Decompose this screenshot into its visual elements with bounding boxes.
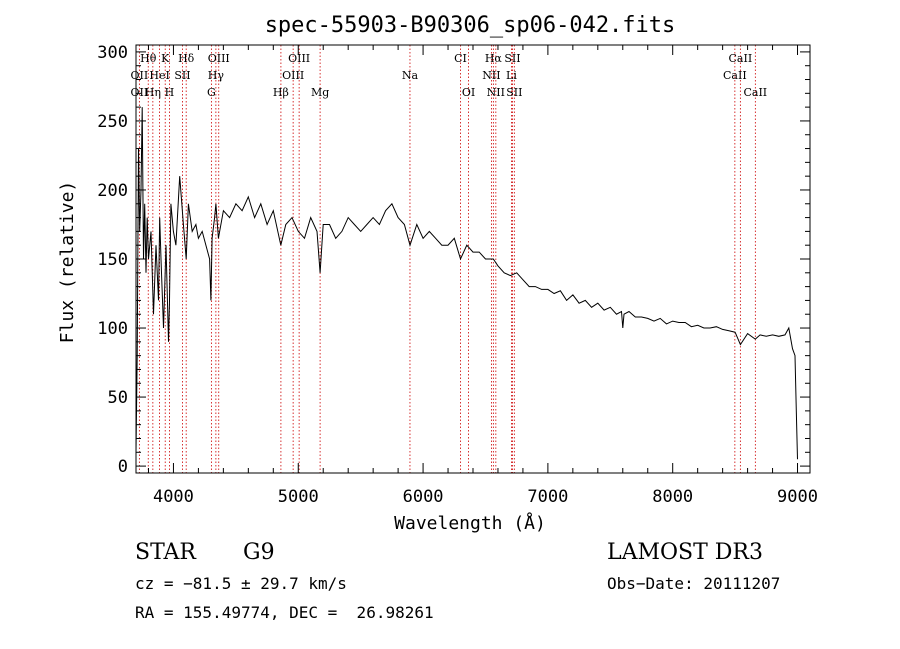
line-label-caii: CaII — [743, 86, 767, 99]
x-tick-label: 7000 — [527, 487, 568, 507]
line-label-oii: OII — [131, 86, 149, 99]
x-tick-label: 5000 — [278, 487, 319, 507]
x-tick-label: 6000 — [403, 487, 444, 507]
spectral-line-markers — [138, 45, 756, 473]
object-subclass: G9 — [243, 540, 275, 565]
line-label-mg: Mg — [311, 86, 329, 99]
line-label-oi: OI — [462, 86, 475, 99]
line-label-hα: Hα — [485, 52, 503, 65]
line-label-hei: HeI — [149, 69, 169, 82]
line-label-sii: SII — [174, 69, 190, 82]
y-tick-label: 200 — [97, 181, 128, 201]
line-label-hβ: Hβ — [273, 86, 289, 99]
line-label-na: Na — [402, 69, 419, 82]
line-label-caii: CaII — [723, 69, 747, 82]
y-tick-label: 250 — [97, 112, 128, 132]
x-tick-label: 4000 — [153, 487, 194, 507]
line-label-hδ: Hδ — [178, 52, 195, 65]
plot-frame — [135, 44, 811, 474]
y-tick-label: 300 — [97, 43, 128, 63]
line-label-oiii: OIII — [208, 52, 230, 65]
x-tick-label: 9000 — [777, 487, 818, 507]
y-axis: 0 50 100 150 200 250 300 — [97, 43, 810, 477]
obs-date-text: Obs−Date: 20111207 — [607, 574, 781, 593]
x-axis-label: Wavelength (Å) — [394, 512, 546, 534]
line-label-nii: NII — [482, 69, 500, 82]
line-label-caii: CaII — [729, 52, 753, 65]
line-label-h: H — [165, 86, 175, 99]
chart-title: spec-55903-B90306_sp06-042.fits — [265, 13, 676, 38]
line-label-oiii: OIII — [282, 69, 304, 82]
y-tick-label: 50 — [108, 388, 128, 408]
line-label-li: Li — [506, 69, 517, 82]
line-label-nii: NII — [487, 86, 505, 99]
coordinates-text: RA = 155.49774, DEC = 26.98261 — [135, 603, 434, 622]
line-label-hθ: Hθ — [140, 52, 157, 65]
y-tick-label: 100 — [97, 319, 128, 339]
line-label-hη: Hη — [145, 86, 161, 99]
line-label-sii: SII — [506, 86, 522, 99]
y-tick-label: 150 — [97, 250, 128, 270]
line-label-ci: CI — [454, 52, 467, 65]
survey-name: LAMOST DR3 — [607, 540, 763, 565]
x-axis: 4000 5000 6000 7000 8000 9000 — [147, 45, 818, 507]
y-axis-label: Flux (relative) — [57, 181, 78, 344]
line-label-g: G — [207, 86, 216, 99]
line-label-oii: OII — [131, 69, 149, 82]
x-tick-label: 8000 — [652, 487, 693, 507]
spectrum-line — [135, 107, 798, 460]
object-class: STAR — [135, 540, 196, 565]
line-label-sii: SII — [504, 52, 520, 65]
line-label-k: K — [161, 52, 170, 65]
redshift-text: cz = −81.5 ± 29.7 km/s — [135, 574, 347, 593]
line-label-hγ: Hγ — [208, 69, 225, 82]
y-tick-label: 0 — [118, 457, 128, 477]
line-label-oiii: OIII — [288, 52, 310, 65]
